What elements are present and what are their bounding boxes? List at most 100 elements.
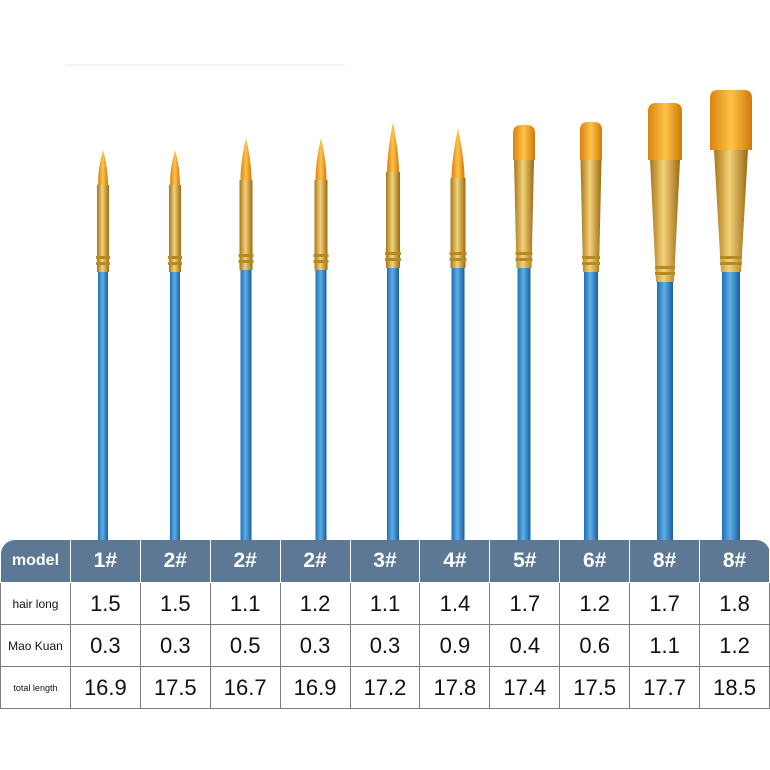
table-cell: 1.1 <box>349 582 421 625</box>
brush-hair <box>315 138 327 180</box>
header-row: model 1# 2# 2# 2# 3# 4# 5# 6# 8# 8# <box>0 540 770 583</box>
brush-handle <box>98 268 108 540</box>
table-cell: 0.6 <box>559 624 631 667</box>
table-cell: 16.7 <box>209 666 281 709</box>
brush-handle <box>451 264 465 540</box>
table-cell: 1.4 <box>419 582 491 625</box>
header-cell: 3# <box>349 540 421 583</box>
header-cell: 1# <box>69 540 141 583</box>
table-cell: 0.5 <box>209 624 281 667</box>
brush-handle <box>517 264 531 540</box>
ferrule-band <box>313 254 329 257</box>
brush-handle <box>657 278 673 540</box>
ferrule-band <box>449 258 467 261</box>
table-cell: 1.1 <box>209 582 281 625</box>
header-cell: 2# <box>139 540 211 583</box>
header-cell: 8# <box>629 540 701 583</box>
ferrule-band <box>720 262 742 265</box>
table-cell: 16.9 <box>69 666 141 709</box>
table-row: Mao Kuan 0.3 0.3 0.5 0.3 0.3 0.9 0.4 0.6 1.1 1.2 <box>0 624 770 667</box>
header-cell: 5# <box>489 540 561 583</box>
ferrule-band <box>655 266 675 269</box>
table-cell: 0.3 <box>279 624 351 667</box>
brush-ferrule <box>97 185 109 272</box>
brush-handle <box>584 268 598 540</box>
brush-ferrule <box>580 160 602 272</box>
table-cell: 17.5 <box>139 666 211 709</box>
table-cell: 1.7 <box>489 582 561 625</box>
ferrule-band <box>168 256 182 259</box>
table-cell: 1.2 <box>699 624 770 667</box>
brush-illustration <box>65 64 752 540</box>
brush-handle <box>170 268 180 540</box>
brush-hair <box>98 150 108 185</box>
brush-ferrule <box>386 172 400 268</box>
brush-handle <box>315 266 327 540</box>
table-cell: 0.4 <box>489 624 561 667</box>
table-cell: 17.4 <box>489 666 561 709</box>
brush-handle <box>387 264 399 540</box>
table-cell: 0.3 <box>349 624 421 667</box>
brush-hair <box>387 122 399 172</box>
row-label: total length <box>0 666 71 709</box>
table-cell: 0.3 <box>69 624 141 667</box>
table-cell: 1.2 <box>559 582 631 625</box>
brush-hair <box>580 122 602 160</box>
header-cell: 2# <box>209 540 281 583</box>
table-cell: 1.5 <box>69 582 141 625</box>
brush-ferrule <box>314 180 328 270</box>
brush-hair <box>451 128 465 178</box>
table-cell: 0.9 <box>419 624 491 667</box>
ferrule-band <box>96 262 110 265</box>
ferrule-band <box>385 258 401 261</box>
ferrule-band <box>168 262 182 265</box>
ferrule-band <box>449 252 467 255</box>
brush-ferrule <box>714 150 748 272</box>
brush-hair <box>240 138 252 180</box>
brush-ferrule <box>450 178 466 268</box>
brush-hair <box>710 90 752 150</box>
header-cell: 2# <box>279 540 351 583</box>
table-cell: 1.8 <box>699 582 770 625</box>
brush-handle <box>722 268 740 540</box>
brush-handle <box>240 266 252 540</box>
ferrule-band <box>385 252 401 255</box>
ferrule-band <box>655 272 675 275</box>
table-cell: 18.5 <box>699 666 770 709</box>
ferrule-band <box>515 252 533 255</box>
table-row: hair long 1.5 1.5 1.1 1.2 1.1 1.4 1.7 1.2 1.7 1.8 <box>0 582 770 625</box>
table-cell: 16.9 <box>279 666 351 709</box>
table-row: total length 16.9 17.5 16.7 16.9 17.2 17.8 17.4… <box>0 666 770 709</box>
brush-ferrule <box>239 180 253 270</box>
ferrule-band <box>238 254 254 257</box>
brush-ferrule <box>650 160 680 282</box>
brush-ferrule <box>169 185 181 272</box>
brush-hair <box>648 103 682 160</box>
row-label: hair long <box>0 582 71 625</box>
header-cell: 6# <box>559 540 631 583</box>
ferrule-band <box>720 256 742 259</box>
header-cell: 8# <box>699 540 770 583</box>
table-cell: 1.5 <box>139 582 211 625</box>
header-cell: 4# <box>419 540 491 583</box>
brush-hair <box>170 150 180 185</box>
table-cell: 1.1 <box>629 624 701 667</box>
ferrule-band <box>238 260 254 263</box>
table-cell: 17.7 <box>629 666 701 709</box>
brush-hair <box>513 125 535 160</box>
brush-ferrule <box>514 160 534 268</box>
ferrule-band <box>313 260 329 263</box>
ferrule-band <box>96 256 110 259</box>
table-cell: 17.2 <box>349 666 421 709</box>
ferrule-band <box>515 258 533 261</box>
table-cell: 1.2 <box>279 582 351 625</box>
ferrule-band <box>582 256 600 259</box>
table-cell: 0.3 <box>139 624 211 667</box>
table-cell: 1.7 <box>629 582 701 625</box>
row-label: Mao Kuan <box>0 624 71 667</box>
header-cell: model <box>0 540 71 583</box>
table-cell: 17.5 <box>559 666 631 709</box>
ferrule-band <box>582 262 600 265</box>
table-cell: 17.8 <box>419 666 491 709</box>
